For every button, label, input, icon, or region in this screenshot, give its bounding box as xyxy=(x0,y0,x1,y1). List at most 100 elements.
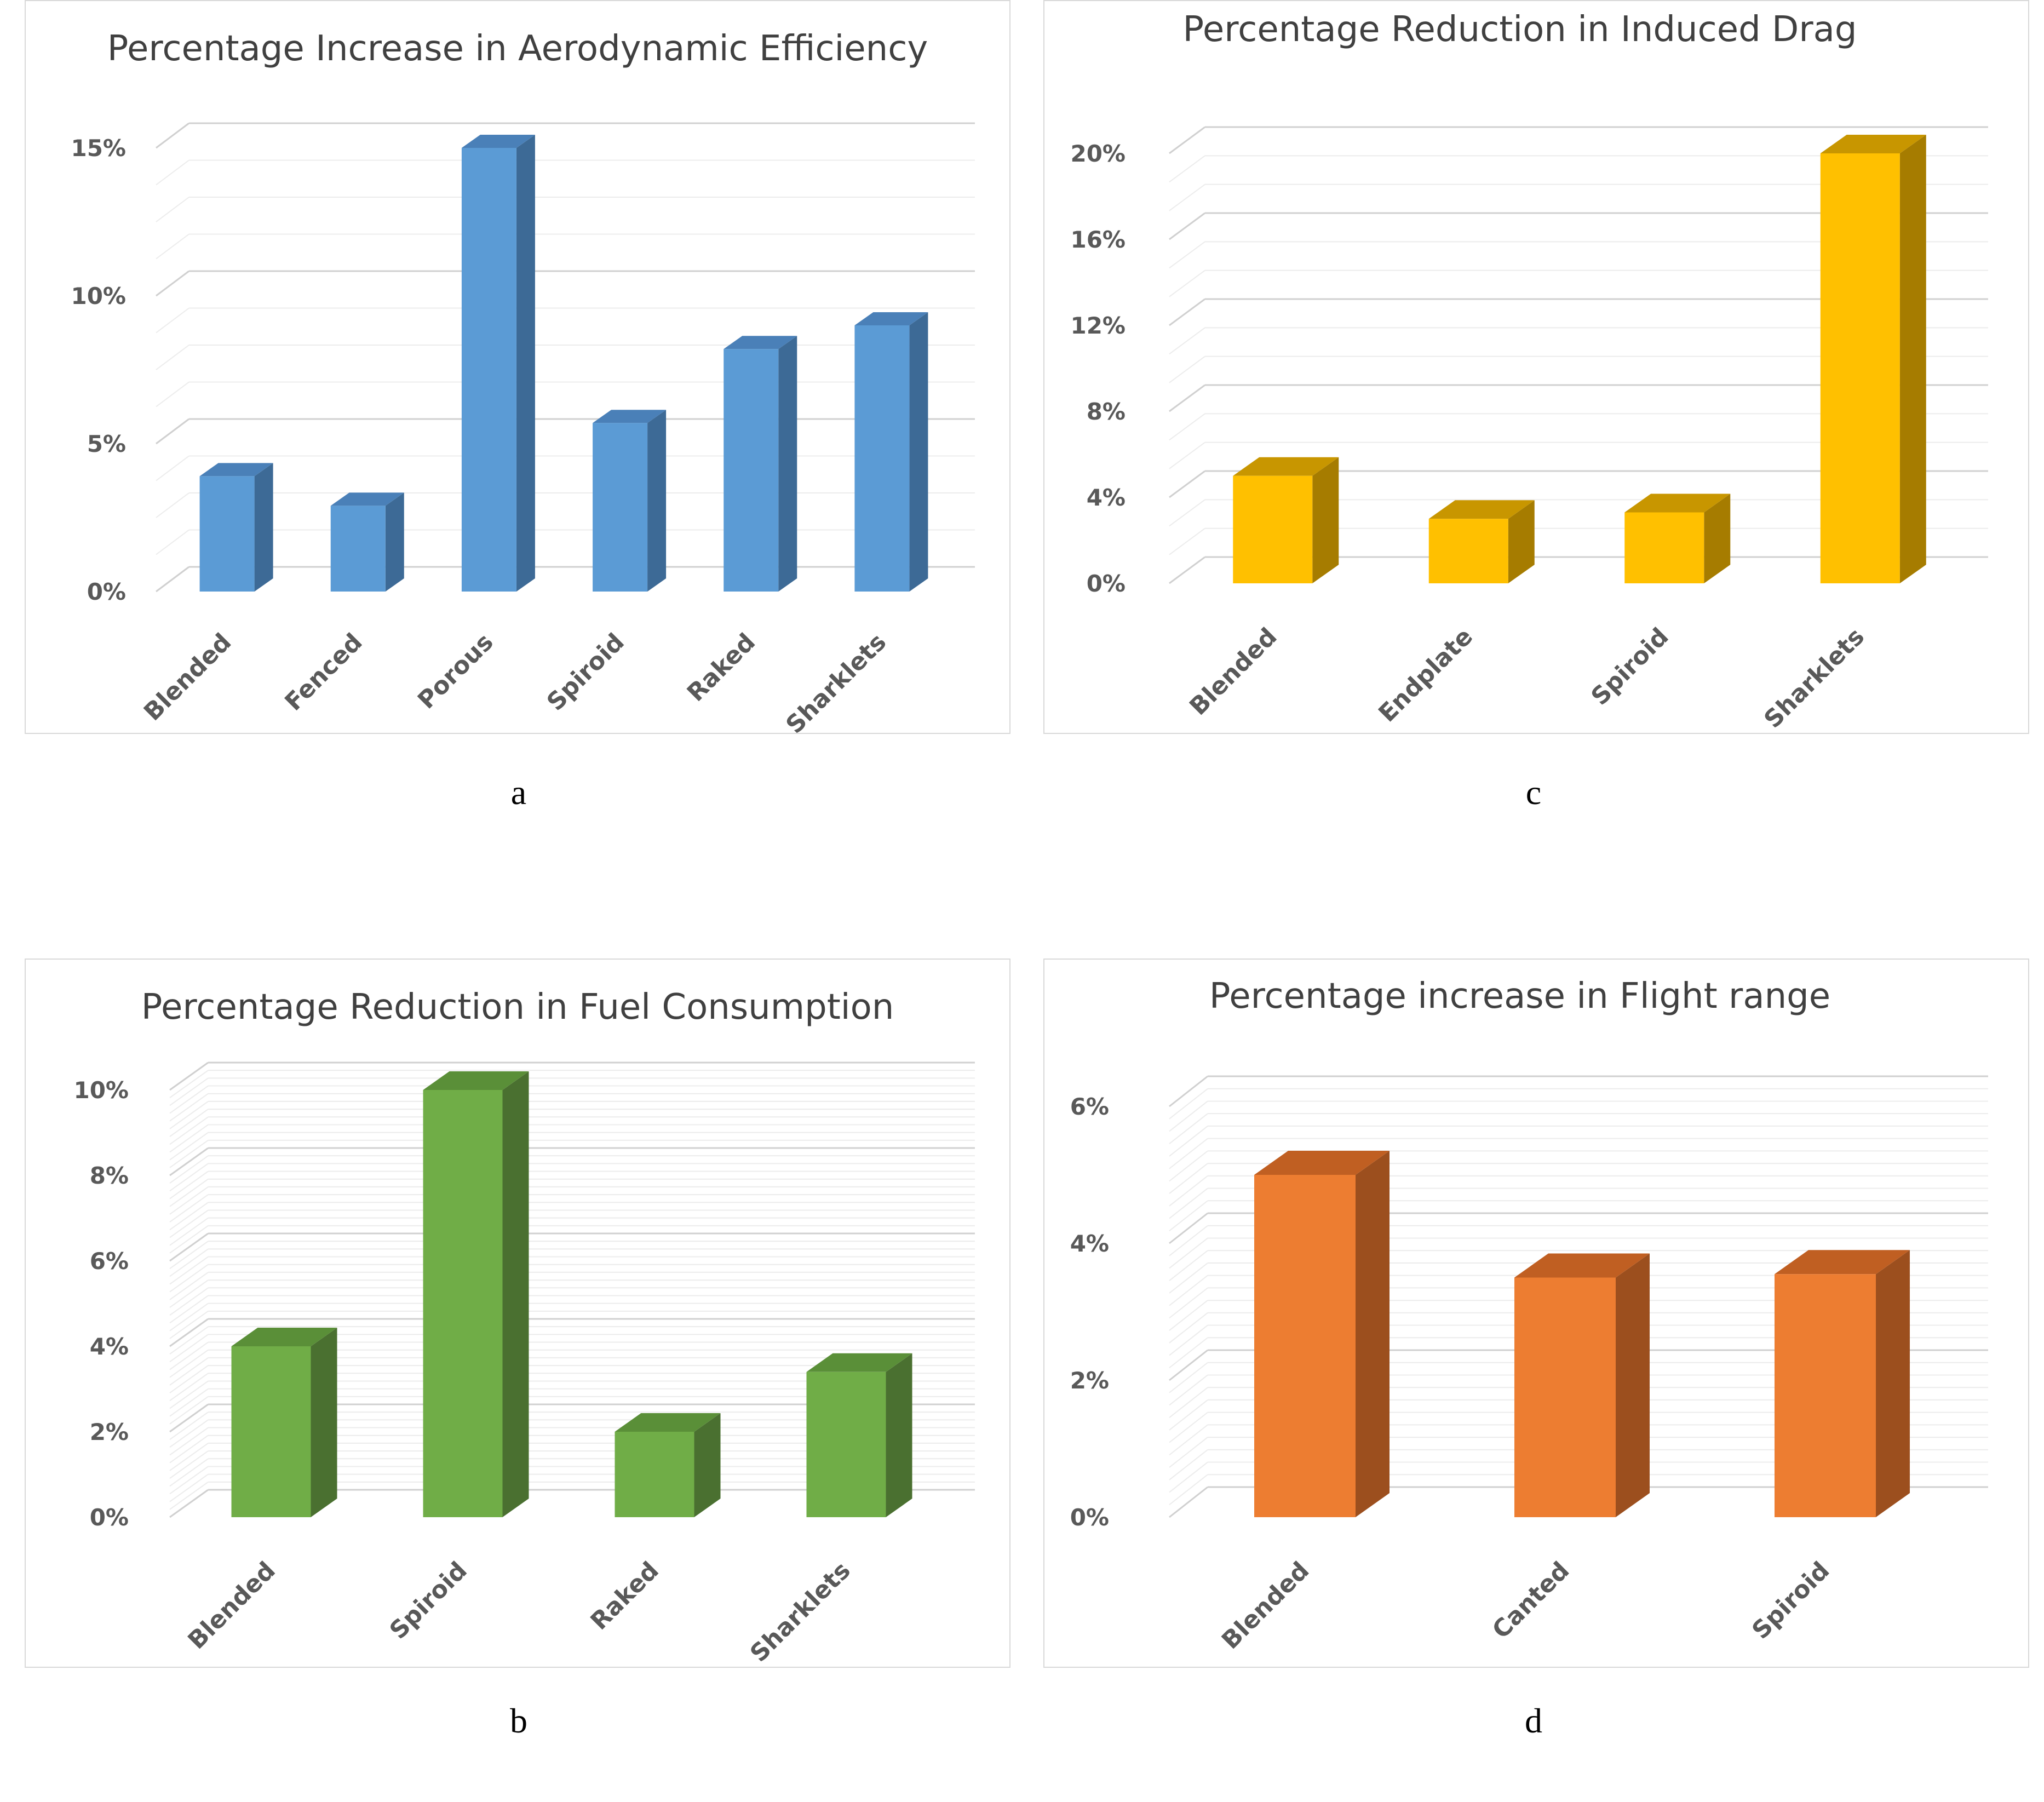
bar-sharklets xyxy=(806,1353,912,1517)
bar-top xyxy=(593,410,667,423)
x-category-label: Blended xyxy=(139,628,237,726)
bar-front xyxy=(724,349,779,592)
minor-gridline-side xyxy=(169,1178,209,1207)
minor-gridline-side xyxy=(169,1349,209,1378)
minor-gridline-side xyxy=(1169,1399,1208,1431)
y-tick-label: 0% xyxy=(87,578,126,605)
minor-gridline-side xyxy=(169,1295,209,1324)
minor-gridline-side xyxy=(169,1302,209,1332)
y-tick-label: 5% xyxy=(87,431,126,457)
minor-gridline-side xyxy=(1169,1088,1208,1120)
major-gridline-side xyxy=(1169,1349,1208,1381)
minor-gridline-side xyxy=(169,1272,209,1300)
x-category-label: Spiroid xyxy=(1586,623,1674,711)
x-category-label: Blended xyxy=(182,1557,280,1655)
bar-side xyxy=(647,410,667,592)
bar-side xyxy=(694,1413,721,1517)
bar-spiroid xyxy=(1775,1250,1910,1517)
major-gridline-side xyxy=(169,1403,209,1433)
bar-side xyxy=(311,1328,337,1517)
minor-gridline-side xyxy=(156,345,190,370)
chart-title: Percentage Reduction in Fuel Consumption xyxy=(141,987,894,1028)
minor-gridline-side xyxy=(169,1194,209,1223)
bar-side xyxy=(502,1071,529,1517)
y-tick-label: 2% xyxy=(1070,1367,1109,1394)
bar-top xyxy=(199,463,273,477)
major-gridline-side xyxy=(169,1489,209,1518)
bar-blended xyxy=(231,1328,337,1517)
minor-gridline-side xyxy=(169,1170,209,1200)
major-gridline-side xyxy=(1169,1075,1208,1107)
minor-gridline-side xyxy=(1169,1474,1208,1506)
major-gridline-side xyxy=(1169,298,1205,326)
minor-gridline-side xyxy=(1169,1374,1208,1406)
minor-gridline-side xyxy=(1169,1100,1208,1132)
chart-title: Percentage Increase in Aerodynamic Effic… xyxy=(107,28,928,69)
major-gridline-side xyxy=(156,566,190,593)
y-tick-label: 0% xyxy=(90,1504,129,1531)
bar-front xyxy=(330,506,386,592)
caption-b: b xyxy=(510,1701,527,1740)
major-gridline-side xyxy=(1169,126,1205,154)
bar-raked xyxy=(615,1413,721,1517)
minor-gridline-side xyxy=(169,1256,209,1285)
minor-gridline-side xyxy=(169,1225,209,1254)
minor-gridline-side xyxy=(1169,1225,1208,1256)
x-category-label: Sharklets xyxy=(1759,623,1870,734)
minor-gridline-side xyxy=(169,1357,209,1386)
x-category-label: Canted xyxy=(1487,1557,1575,1644)
bar-top xyxy=(806,1353,912,1372)
bar-front xyxy=(1624,512,1704,583)
minor-gridline-side xyxy=(1169,183,1205,211)
bar-raked xyxy=(724,336,797,592)
bar-top xyxy=(724,336,797,349)
major-gridline-side xyxy=(156,122,190,149)
minor-gridline-side xyxy=(1169,499,1205,527)
minor-gridline-side xyxy=(169,1473,209,1502)
chart-panel-c: Percentage Reduction in Induced Drag 0% 4%… xyxy=(1043,0,2044,843)
chart-frame xyxy=(1043,959,2029,1668)
minor-gridline-side xyxy=(1169,1287,1208,1319)
minor-gridline-side xyxy=(1169,1437,1208,1468)
minor-gridline-side xyxy=(1169,1300,1208,1331)
minor-gridline-side xyxy=(1169,1387,1208,1418)
bar-sharklets xyxy=(1820,135,1926,583)
y-tick-label: 12% xyxy=(1070,312,1126,339)
major-gridline-side xyxy=(1169,556,1205,584)
major-gridline-side xyxy=(169,1318,209,1347)
minor-gridline-side xyxy=(169,1427,209,1456)
minor-gridline-side xyxy=(1169,441,1205,469)
minor-gridline-side xyxy=(169,1482,209,1510)
minor-gridline-side xyxy=(1169,269,1205,297)
minor-gridline-side xyxy=(1169,1175,1208,1207)
minor-gridline-side xyxy=(169,1373,209,1402)
minor-gridline-side xyxy=(1169,1138,1208,1169)
major-gridline-side xyxy=(1169,1212,1208,1244)
bar-front xyxy=(854,325,910,592)
bar-side xyxy=(385,492,404,592)
bar-side xyxy=(1616,1253,1650,1517)
y-tick-label: 20% xyxy=(1070,140,1126,167)
minor-gridline-side xyxy=(169,1124,209,1153)
minor-gridline-side xyxy=(169,1450,209,1479)
x-category-label: Sharklets xyxy=(745,1557,856,1668)
minor-gridline-side xyxy=(1169,1250,1208,1281)
major-gridline-side xyxy=(1169,384,1205,412)
minor-gridline-side xyxy=(169,1248,209,1277)
bar-canted xyxy=(1514,1253,1650,1517)
y-tick-label: 8% xyxy=(1087,398,1126,425)
minor-gridline-side xyxy=(156,197,190,222)
minor-gridline-side xyxy=(169,1093,209,1122)
minor-gridline-side xyxy=(169,1466,209,1495)
bar-top xyxy=(423,1071,529,1090)
minor-gridline-side xyxy=(1169,1424,1208,1456)
bar-front xyxy=(1254,1175,1356,1517)
minor-gridline-side xyxy=(169,1388,209,1417)
major-gridline-side xyxy=(1169,1486,1208,1518)
bar-top xyxy=(1624,493,1731,513)
minor-gridline-side xyxy=(169,1140,209,1168)
minor-gridline-side xyxy=(169,1163,209,1192)
bar-spiroid xyxy=(423,1071,529,1517)
x-category-label: Endplate xyxy=(1373,623,1478,728)
bar-front xyxy=(1428,519,1508,583)
